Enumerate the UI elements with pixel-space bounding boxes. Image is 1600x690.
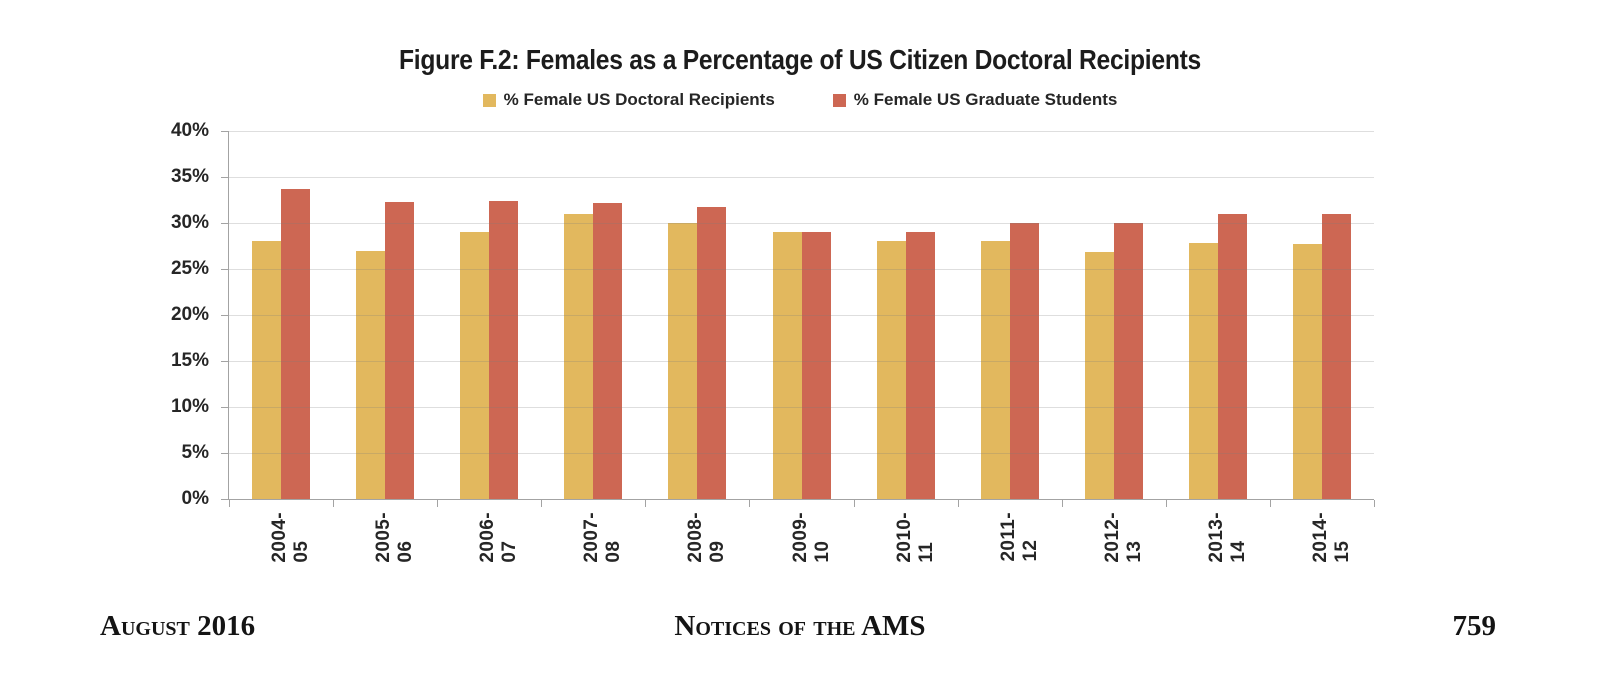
y-axis-label-15%: 15%	[170, 350, 209, 371]
x-axis-label-2013-14: 2013-14	[1205, 512, 1249, 563]
plot-area: 0% 5% 10% 15% 20% 25% 30% 35% 40% 2004-05 2005-06 2…	[171, 120, 1375, 563]
x-tick-0	[229, 500, 230, 507]
bar-doctoral-2007-08	[564, 213, 594, 499]
gridline-35%	[229, 177, 1374, 178]
bar-doctoral-2008-09	[668, 223, 698, 499]
bar-doctoral-2006-07	[460, 232, 490, 499]
bar-doctoral-2013-14	[1188, 243, 1218, 499]
gridline-40%	[229, 131, 1374, 132]
y-tick-10%	[221, 407, 228, 408]
legend-swatch-graduate-icon	[832, 93, 846, 107]
x-axis-label-2010-11: 2010-11	[893, 512, 937, 563]
bar-graduate-2008-09	[697, 207, 727, 499]
bar-graduate-2014-15	[1321, 213, 1351, 499]
bar-graduate-2011-12	[1009, 223, 1039, 499]
y-axis-label-5%: 5%	[181, 442, 209, 463]
x-axis-label-2005-06: 2005-06	[373, 512, 417, 563]
x-tick-7	[957, 500, 959, 507]
legend-label-doctoral: % Female US Doctoral Recipients	[503, 90, 775, 109]
bar-doctoral-2004-05	[252, 241, 282, 499]
y-axis-label-30%: 30%	[170, 212, 209, 233]
x-axis-label-2009-10: 2009-10	[789, 512, 833, 563]
x-tick-11	[1374, 500, 1375, 507]
legend-label-graduate: % Female US Graduate Students	[853, 90, 1118, 109]
bar-doctoral-2005-06	[356, 250, 386, 499]
gridline-30%	[229, 223, 1374, 224]
x-tick-9	[1165, 500, 1167, 507]
x-tick-1	[333, 500, 335, 507]
x-tick-10	[1269, 500, 1271, 507]
bar-graduate-2012-13	[1113, 223, 1143, 499]
gridline-5%	[229, 453, 1374, 454]
x-axis-label-2012-13: 2012-13	[1101, 512, 1145, 563]
y-tick-40%	[221, 131, 228, 132]
page-footer: August 2016 Notices of the AMS 759	[0, 610, 1600, 650]
legend-item-graduate: % Female US Graduate Students	[832, 90, 1118, 110]
x-axis-label-2006-07: 2006-07	[477, 512, 521, 563]
y-tick-30%	[221, 223, 228, 224]
chart-legend: % Female US Doctoral Recipients % Female…	[30, 90, 1570, 110]
x-axis-line	[221, 499, 1374, 500]
y-tick-25%	[221, 269, 228, 270]
y-axis-label-40%: 40%	[170, 120, 209, 141]
footer-journal-name: Notices of the AMS	[674, 610, 926, 642]
x-axis-label-2008-09: 2008-09	[685, 512, 729, 563]
gridline-15%	[229, 361, 1374, 362]
y-tick-5%	[221, 453, 228, 454]
x-axis-label-2007-08: 2007-08	[581, 512, 625, 563]
bar-doctoral-2012-13	[1084, 252, 1114, 499]
y-tick-35%	[221, 177, 228, 178]
y-tick-20%	[221, 315, 228, 316]
x-tick-5	[749, 500, 751, 507]
x-axis-label-2004-05: 2004-05	[269, 512, 313, 563]
x-tick-3	[541, 500, 543, 507]
y-tick-15%	[221, 361, 228, 362]
gridline-25%	[229, 269, 1374, 270]
gridline-20%	[229, 315, 1374, 316]
y-axis-label-10%: 10%	[170, 396, 209, 417]
footer-issue-date: August 2016	[100, 610, 256, 642]
x-axis-label-2011-12: 2011-12	[997, 512, 1041, 562]
bar-graduate-2009-10	[801, 232, 831, 499]
legend-item-doctoral: % Female US Doctoral Recipients	[482, 90, 775, 110]
gridline-10%	[229, 407, 1374, 408]
x-axis-label-2014-15: 2014-15	[1309, 512, 1353, 563]
y-axis-label-35%: 35%	[170, 166, 209, 187]
x-tick-2	[437, 500, 439, 507]
bar-doctoral-2011-12	[980, 241, 1010, 499]
y-axis-line	[228, 131, 229, 499]
bar-graduate-2006-07	[489, 200, 519, 499]
bar-graduate-2004-05	[281, 188, 311, 499]
chart-title: Figure F.2: Females as a Percentage of U…	[398, 44, 1201, 75]
legend-swatch-doctoral-icon	[482, 93, 496, 107]
x-tick-4	[645, 500, 647, 507]
bar-doctoral-2014-15	[1292, 244, 1322, 499]
y-axis-label-20%: 20%	[170, 304, 209, 325]
bar-graduate-2013-14	[1217, 213, 1247, 499]
bar-graduate-2010-11	[905, 232, 935, 499]
bar-graduate-2005-06	[385, 201, 415, 499]
x-tick-6	[853, 500, 855, 507]
bar-doctoral-2010-11	[876, 241, 906, 499]
footer-page-number: 759	[1452, 610, 1497, 642]
y-axis-label-25%: 25%	[170, 258, 209, 279]
y-axis-label-0%: 0%	[181, 488, 209, 509]
bar-doctoral-2009-10	[772, 232, 802, 499]
bar-graduate-2007-08	[593, 202, 623, 499]
x-tick-8	[1061, 500, 1063, 507]
